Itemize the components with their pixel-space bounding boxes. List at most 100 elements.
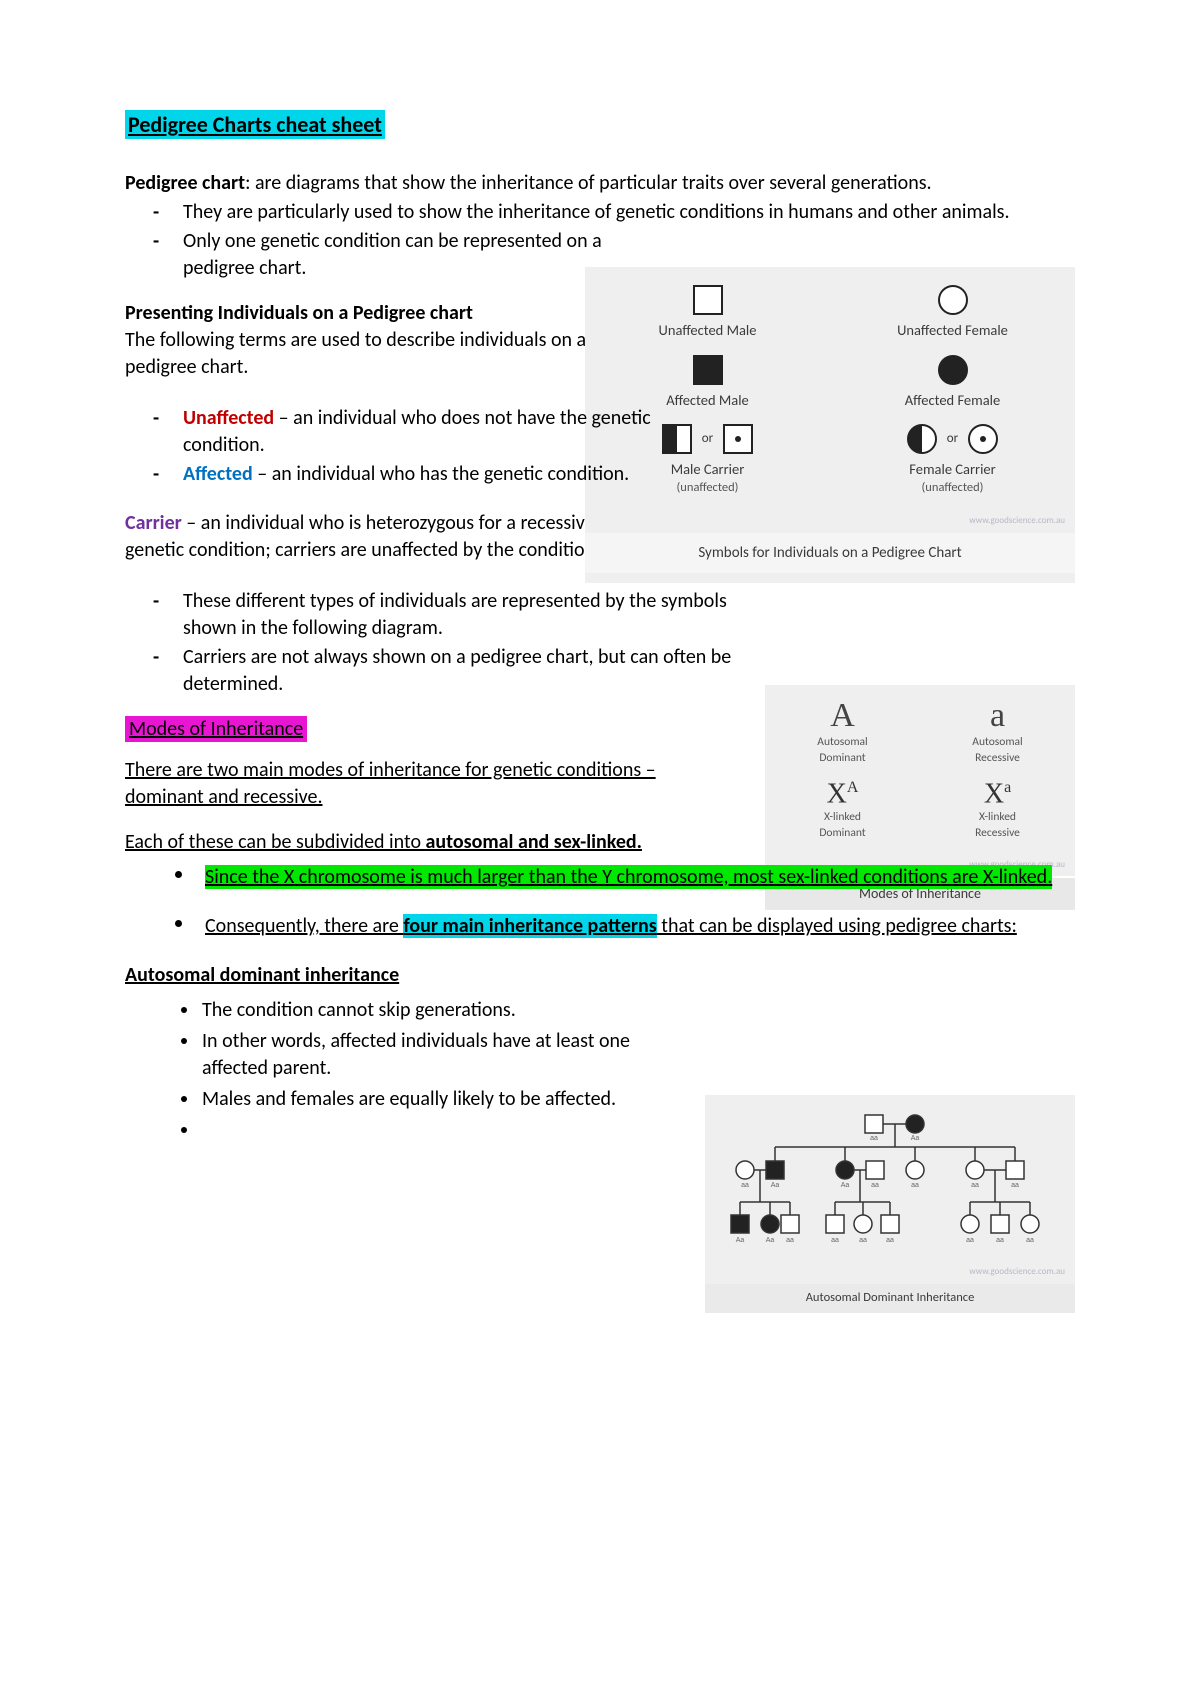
or-text: or <box>947 430 958 448</box>
title-text: Pedigree Charts cheat sheet <box>125 110 385 139</box>
list-text: Only one genetic condition can be repres… <box>183 229 602 280</box>
intro-para: Pedigree chart: are diagrams that show t… <box>125 170 1075 197</box>
figure-caption: Symbols for Individuals on a Pedigree Ch… <box>585 533 1075 573</box>
mode-label: AutosomalRecessive <box>972 735 1022 766</box>
affected-male-icon <box>693 355 723 385</box>
figure-caption: Autosomal Dominant Inheritance <box>705 1284 1075 1313</box>
allele-icon: a <box>990 699 1005 733</box>
modes-heading-text: Modes of Inheritance <box>125 716 307 742</box>
svg-text:aa: aa <box>911 1182 919 1189</box>
symbol-label: Unaffected Male <box>659 321 757 341</box>
list-text: They are particularly used to show the i… <box>183 200 1010 224</box>
mode-label: X-linkedRecessive <box>975 810 1020 841</box>
list-item: Unaffected – an individual who does not … <box>183 405 703 459</box>
list-text: Males and females are equally likely to … <box>202 1087 616 1111</box>
term-word: Unaffected <box>183 406 274 430</box>
symbol-cell: Affected Female <box>838 355 1068 411</box>
allele-icon: Xa <box>984 780 1011 808</box>
list-text: These different types of individuals are… <box>183 589 727 640</box>
svg-text:Aa: Aa <box>841 1182 850 1189</box>
svg-text:aa: aa <box>870 1135 878 1142</box>
document-body: Pedigree Charts cheat sheet Pedigree cha… <box>125 110 1075 1144</box>
list-item: Males and females are equally likely to … <box>200 1086 645 1113</box>
intro-rest: : are diagrams that show the inheritance… <box>245 171 932 195</box>
svg-text:aa: aa <box>886 1237 894 1244</box>
list-item: Affected – an individual who has the gen… <box>183 461 703 488</box>
svg-text:aa: aa <box>1011 1182 1019 1189</box>
symbol-cell: Unaffected Female <box>838 285 1068 341</box>
carrier-female-icons: or <box>907 424 998 454</box>
watermark: www.goodscience.com.au <box>585 515 1075 527</box>
modes-grid: AAutosomalDominant aAutosomalRecessive X… <box>765 699 1075 855</box>
unaffected-female-icon <box>938 285 968 315</box>
term-word: Affected <box>183 462 253 486</box>
list-item: The condition cannot skip generations. <box>200 997 645 1024</box>
presenting-heading: Presenting Individuals on a Pedigree cha… <box>125 300 645 327</box>
allele-icon: XA <box>827 780 859 808</box>
bullet-icon <box>175 871 182 878</box>
list-item: In other words, affected individuals hav… <box>200 1028 645 1082</box>
svg-text:aa: aa <box>971 1182 979 1189</box>
carrier-para: Carrier – an individual who is heterozyg… <box>125 510 645 564</box>
list-item <box>200 1117 645 1144</box>
svg-text:aa: aa <box>1026 1237 1034 1244</box>
half-circle-icon <box>907 424 937 454</box>
svg-text:aa: aa <box>741 1182 749 1189</box>
carrier-bullets: These different types of individuals are… <box>125 588 1075 698</box>
mode-cell: AAutosomalDominant <box>773 699 913 766</box>
watermark: www.goodscience.com.au <box>705 1266 1075 1278</box>
list-text: Since the X chromosome is much larger th… <box>205 865 1052 889</box>
mode-cell: XAX-linkedDominant <box>773 780 913 841</box>
or-text: or <box>702 430 713 448</box>
text-bold: autosomal and sex-linked. <box>426 830 642 854</box>
list-item: Since the X chromosome is much larger th… <box>175 864 1075 891</box>
autodom-heading: Autosomal dominant inheritance <box>125 962 1075 989</box>
symbol-cell: Unaffected Male <box>593 285 823 341</box>
bullet-icon <box>175 920 182 927</box>
mode-cell: XaX-linkedRecessive <box>928 780 1068 841</box>
symbol-cell: Affected Male <box>593 355 823 411</box>
text: Each of these can be subdivided into <box>125 830 426 854</box>
symbol-label: Female Carrier <box>909 460 995 480</box>
term-def: – an individual who has the genetic cond… <box>253 462 629 486</box>
list-text: The condition cannot skip generations. <box>202 998 516 1022</box>
svg-text:aa: aa <box>996 1237 1004 1244</box>
carrier-def: – an individual who is heterozygous for … <box>125 511 600 562</box>
text: Consequently, there are <box>205 914 403 938</box>
symbol-label: Affected Female <box>905 391 1000 411</box>
intro-lead: Pedigree chart <box>125 171 245 195</box>
dot-square-icon <box>723 424 753 454</box>
list-text: Consequently, there are four main inheri… <box>205 914 1017 938</box>
page-title: Pedigree Charts cheat sheet <box>125 110 1075 140</box>
svg-text:aa: aa <box>966 1237 974 1244</box>
symbol-sub: (unaffected) <box>909 480 995 497</box>
symbol-label: Unaffected Female <box>897 321 1008 341</box>
svg-text:aa: aa <box>859 1237 867 1244</box>
text: that can be displayed using pedigree cha… <box>657 914 1017 938</box>
svg-text:aa: aa <box>871 1182 879 1189</box>
svg-text:Aa: Aa <box>911 1135 920 1142</box>
list-item: Carriers are not always shown on a pedig… <box>183 644 743 698</box>
mode-cell: aAutosomalRecessive <box>928 699 1068 766</box>
presenting-text: The following terms are used to describe… <box>125 327 645 381</box>
list-text: In other words, affected individuals hav… <box>202 1029 630 1080</box>
list-item: Consequently, there are four main inheri… <box>175 913 1075 940</box>
mode-label: AutosomalDominant <box>817 735 867 766</box>
modes-line1: There are two main modes of inheritance … <box>125 757 725 811</box>
list-text: Carriers are not always shown on a pedig… <box>183 645 731 696</box>
allele-icon: A <box>830 699 855 733</box>
dot-circle-icon <box>968 424 998 454</box>
list-item: Only one genetic condition can be repres… <box>183 228 603 282</box>
unaffected-male-icon <box>693 285 723 315</box>
svg-text:aa: aa <box>786 1237 794 1244</box>
mode-label: X-linkedDominant <box>819 810 865 841</box>
pedigree-tree-svg: aaAa aaAaAaaaaaaaaa AaAaaa aaaaaa aaaaaa <box>715 1107 1065 1262</box>
affected-female-icon <box>938 355 968 385</box>
svg-text:aa: aa <box>831 1237 839 1244</box>
list-item: They are particularly used to show the i… <box>183 199 1075 226</box>
carrier-word: Carrier <box>125 511 182 535</box>
svg-text:Aa: Aa <box>766 1237 775 1244</box>
autodom-list: The condition cannot skip generations. I… <box>125 997 645 1144</box>
pedigree-tree-figure: aaAa aaAaAaaaaaaaaa AaAaaa aaaaaa aaaaaa… <box>705 1095 1075 1313</box>
svg-text:Aa: Aa <box>771 1182 780 1189</box>
